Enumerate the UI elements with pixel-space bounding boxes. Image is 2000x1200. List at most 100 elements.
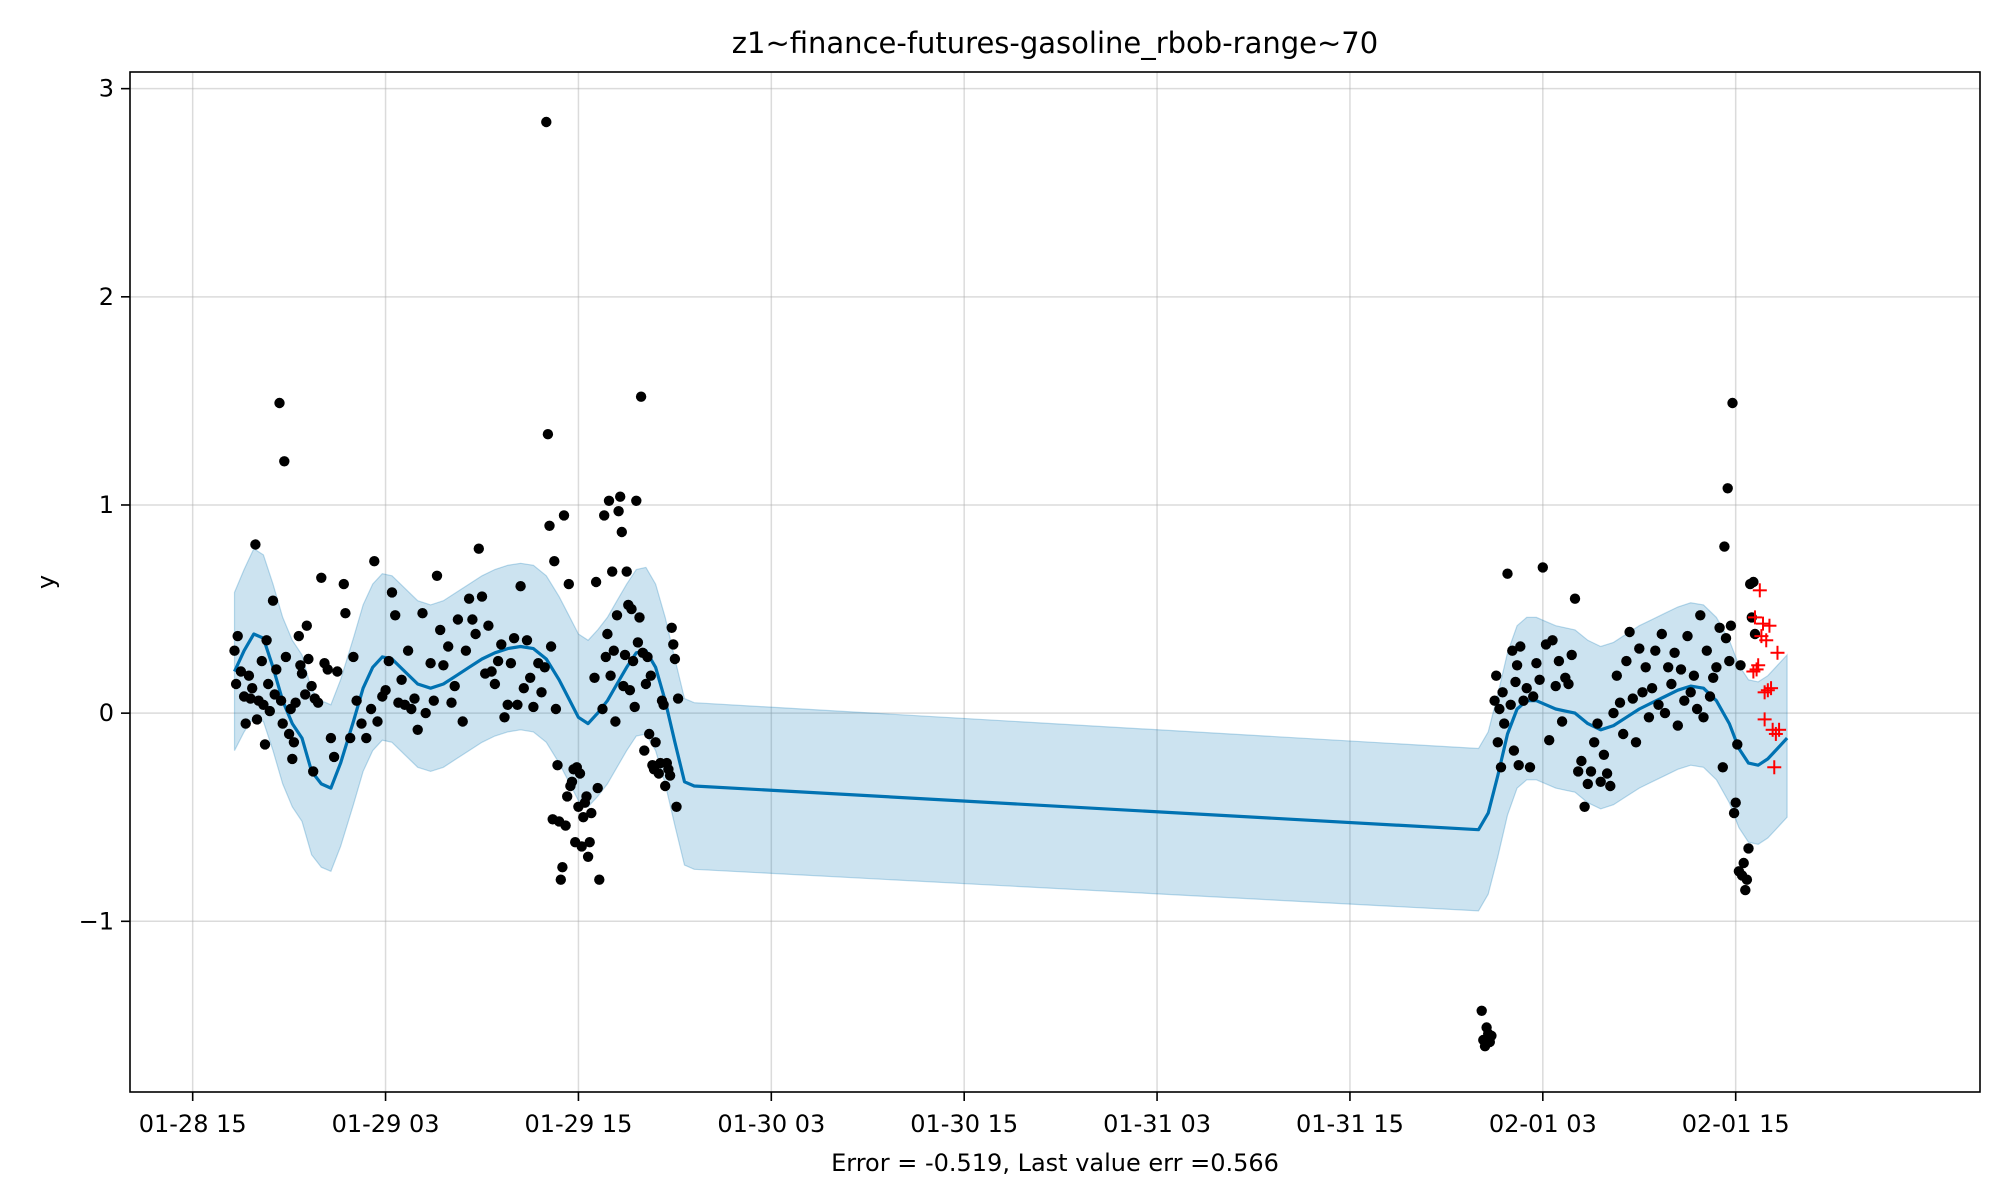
observed-point <box>345 732 356 744</box>
observed-point <box>1515 641 1526 652</box>
observed-point <box>1646 683 1658 694</box>
observed-point <box>1518 695 1529 706</box>
y-tick-label: 0 <box>99 699 114 727</box>
observed-point <box>338 578 349 590</box>
observed-point <box>574 768 586 779</box>
x-axis-label: Error = -0.519, Last value err =0.566 <box>831 1149 1279 1177</box>
observed-point <box>1598 749 1610 760</box>
observed-point <box>1732 739 1743 750</box>
observed-point <box>1738 857 1749 869</box>
observed-point <box>639 745 650 756</box>
observed-point <box>322 664 333 675</box>
observed-point <box>1550 680 1561 692</box>
observed-point <box>277 718 288 729</box>
observed-point <box>287 753 298 765</box>
observed-point <box>283 728 295 740</box>
chart-title: z1~finance-futures-gasoline_rbob-range~7… <box>732 26 1378 60</box>
observed-point <box>470 628 481 640</box>
observed-point <box>1524 762 1536 773</box>
observed-point <box>1679 695 1690 706</box>
x-tick-label: 02-01 03 <box>1489 1110 1597 1138</box>
observed-point <box>1611 670 1623 681</box>
observed-point <box>256 655 267 667</box>
observed-point <box>1669 647 1680 658</box>
observed-point <box>1589 737 1600 748</box>
observed-point <box>356 718 367 729</box>
future-point <box>1764 681 1779 696</box>
observed-point <box>240 718 251 729</box>
observed-point <box>386 587 398 598</box>
observed-point <box>1741 874 1753 885</box>
observed-point <box>668 639 679 650</box>
observed-point <box>1748 576 1759 588</box>
observed-point <box>1688 670 1700 681</box>
observed-point <box>586 807 597 819</box>
observed-point <box>243 670 255 681</box>
observed-point <box>1556 716 1568 727</box>
observed-point <box>446 697 457 708</box>
observed-point <box>1711 662 1722 673</box>
observed-point <box>1719 541 1730 552</box>
observed-point <box>1528 691 1539 702</box>
observed-point <box>293 630 304 642</box>
observed-point <box>594 874 605 885</box>
y-tick-label: −1 <box>79 907 114 935</box>
observed-point <box>489 678 501 690</box>
observed-point <box>1640 662 1651 673</box>
observed-point <box>306 680 317 692</box>
x-tick-label: 02-01 15 <box>1682 1110 1790 1138</box>
observed-point <box>644 728 655 740</box>
observed-point <box>1566 649 1577 661</box>
observed-point <box>351 695 362 706</box>
observed-point <box>1730 797 1741 808</box>
observed-point <box>402 645 414 656</box>
observed-point <box>406 703 417 715</box>
observed-point <box>383 655 394 667</box>
observed-point <box>544 520 555 531</box>
observed-point <box>250 539 261 550</box>
observed-point <box>518 683 529 694</box>
observed-point <box>536 687 547 698</box>
observed-point <box>1656 628 1668 640</box>
observed-point <box>1495 762 1507 773</box>
observed-point <box>645 670 656 681</box>
future-point <box>1757 712 1772 727</box>
observed-point <box>558 510 570 521</box>
observed-point <box>566 776 578 787</box>
observed-point <box>650 737 661 748</box>
observed-point <box>1630 737 1642 748</box>
observed-point <box>431 570 443 581</box>
observed-point <box>473 543 484 554</box>
future-point <box>1756 616 1771 631</box>
observed-point <box>499 712 510 723</box>
observed-point <box>541 116 552 128</box>
observed-point <box>1499 718 1510 729</box>
observed-point <box>658 699 669 710</box>
observed-point <box>230 678 242 690</box>
observed-point <box>502 699 513 710</box>
observed-point <box>412 724 423 735</box>
observed-point <box>1704 691 1716 702</box>
observed-point <box>592 782 603 794</box>
observed-point <box>1624 626 1635 638</box>
future-point <box>1767 760 1782 775</box>
observed-point <box>235 666 247 677</box>
observed-point <box>1634 643 1645 654</box>
observed-point <box>640 678 652 690</box>
observed-point <box>603 495 615 506</box>
observed-point <box>576 841 587 852</box>
observed-point <box>1691 703 1703 715</box>
observed-point <box>420 707 431 719</box>
observed-point <box>613 506 624 517</box>
observed-point <box>1725 620 1737 631</box>
observed-point <box>1582 778 1594 790</box>
observed-point <box>1717 762 1729 773</box>
observed-point <box>1666 678 1677 690</box>
observed-point <box>1714 622 1725 633</box>
observed-point <box>631 495 642 506</box>
observed-point <box>1701 645 1713 656</box>
forecast-line <box>233 632 1789 832</box>
observed-point <box>300 689 311 700</box>
